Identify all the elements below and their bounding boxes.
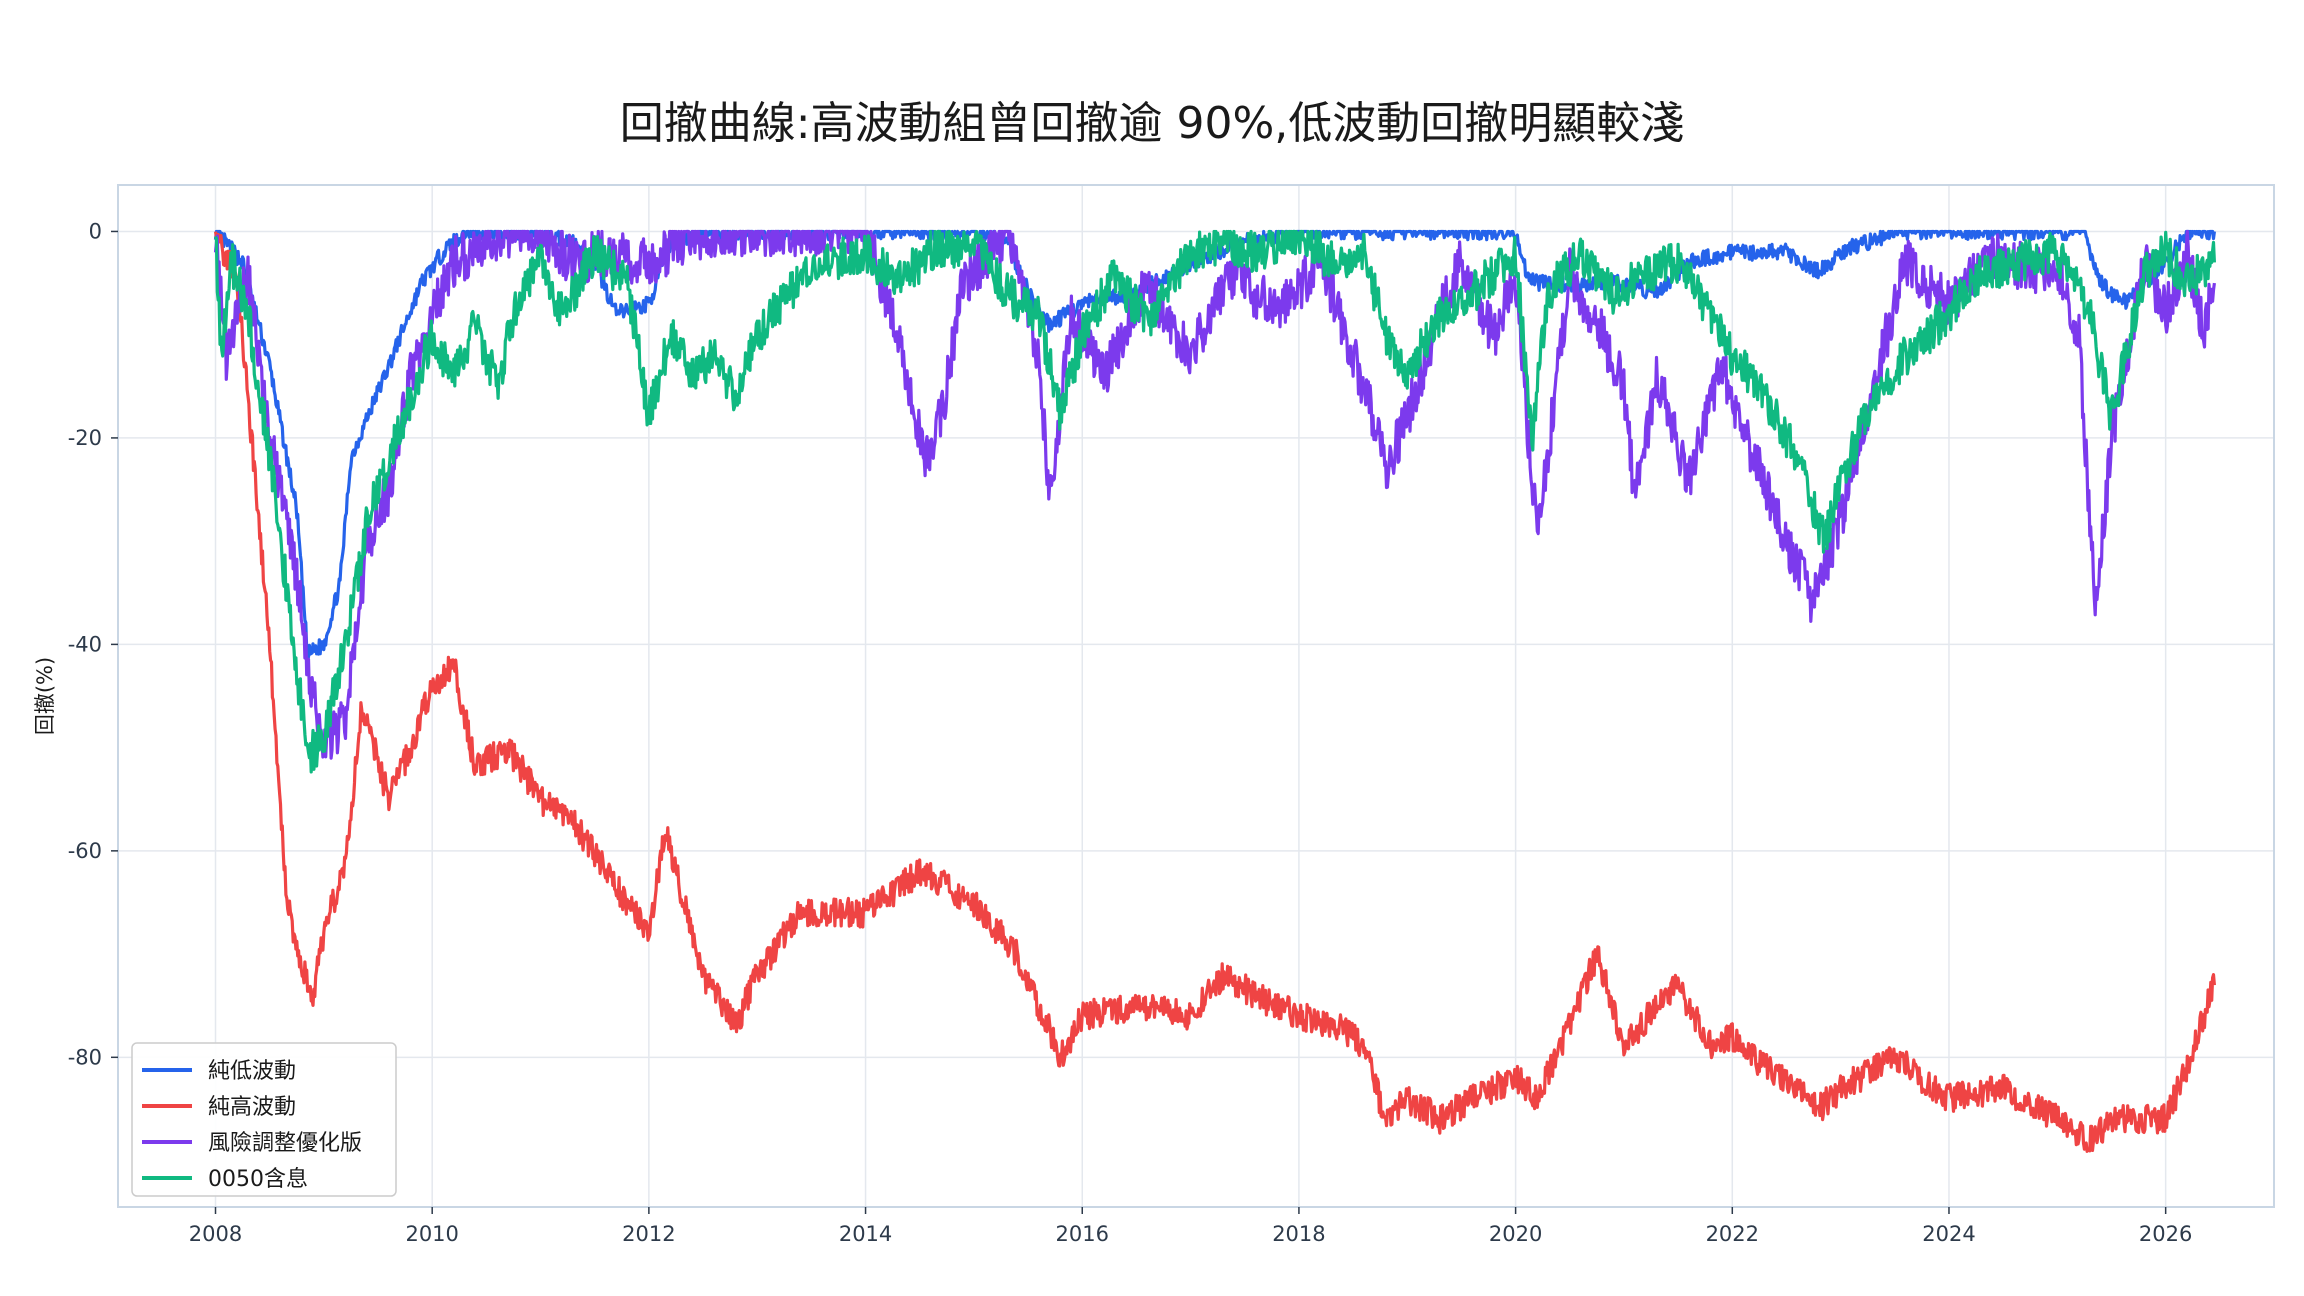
x-tick-label: 2012 [622,1222,675,1246]
x-tick-label: 2014 [839,1222,892,1246]
legend-label: 0050含息 [208,1167,308,1192]
y-tick-label: -20 [68,426,102,450]
legend-label: 純低波動 [208,1059,296,1084]
x-tick-label: 2024 [1922,1222,1975,1246]
y-tick-label: -40 [68,632,102,656]
legend-label: 純高波動 [208,1095,296,1120]
y-tick-label: -60 [68,839,102,863]
plot-frame [117,184,2275,1208]
x-tick-label: 2016 [1056,1222,1109,1246]
x-tick-label: 2026 [2139,1222,2192,1246]
x-axis-ticks: 2008 2010 2012 2014 2016 2018 2020 2022 2024 2026 [189,1207,2192,1246]
legend-box [131,1042,397,1197]
x-tick-label: 2010 [405,1222,458,1246]
x-tick-label: 2022 [1706,1222,1759,1246]
legend-label: 風險調整優化版 [208,1131,362,1156]
y-tick-label: 0 [89,219,102,243]
y-axis-label: 回撤(%) [33,657,57,735]
x-tick-label: 2018 [1272,1222,1325,1246]
y-axis-ticks: 0 -20 -40 -60 -80 [68,219,118,1069]
series-line [214,229,2216,774]
series-lines [213,229,2216,1153]
x-tick-label: 2020 [1489,1222,1542,1246]
y-tick-label: -80 [68,1045,102,1069]
x-tick-label: 2008 [189,1222,242,1246]
chart-title: 回撤曲線:高波動組曾回撤逾 90%,低波動回撤明顯較淺 [620,98,1685,149]
series-line [213,231,2216,1153]
